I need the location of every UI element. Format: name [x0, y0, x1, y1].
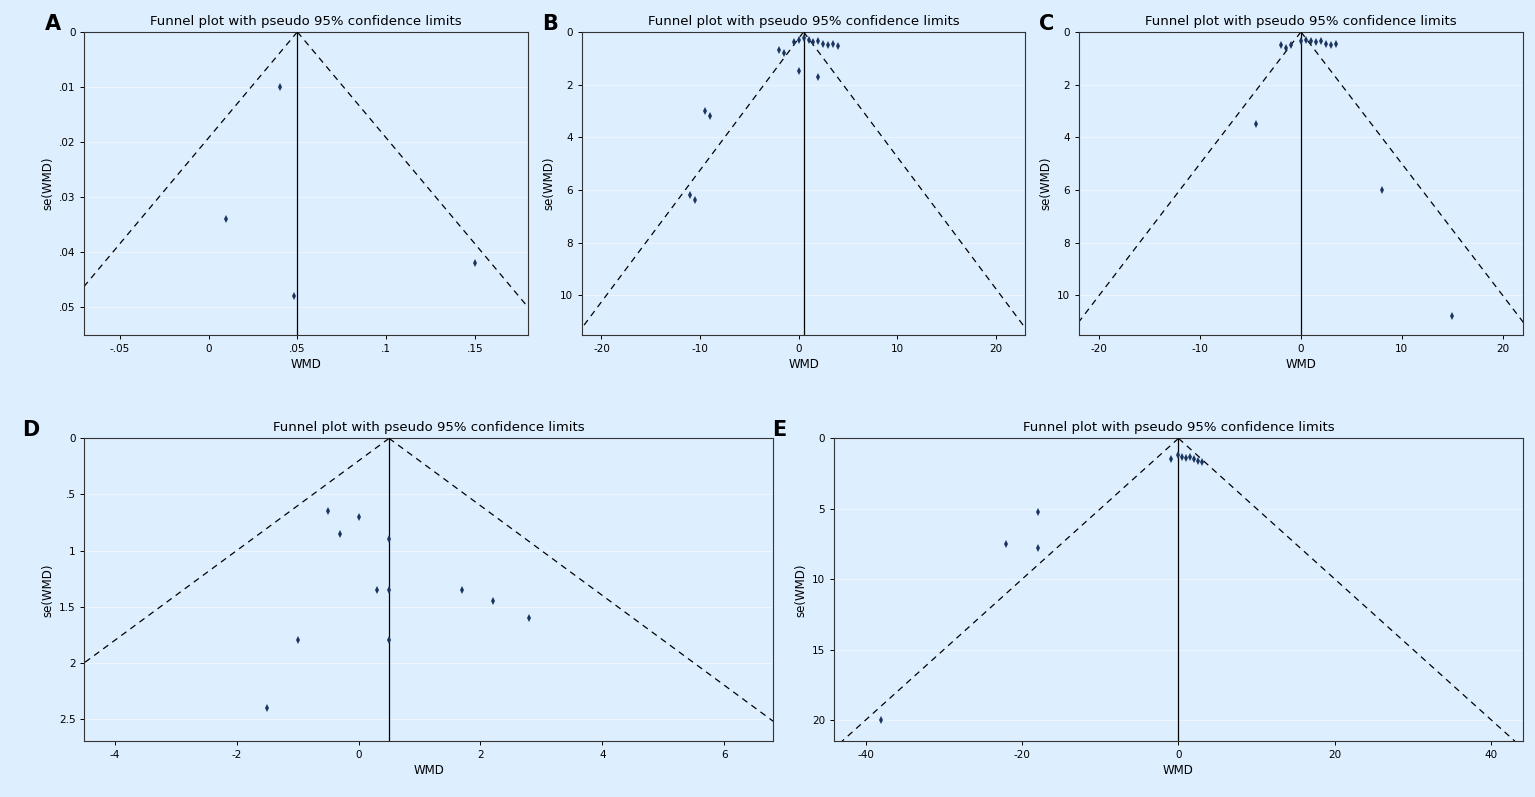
Y-axis label: se(WMD): se(WMD): [542, 156, 556, 210]
Text: D: D: [23, 420, 40, 440]
X-axis label: WMD: WMD: [290, 358, 322, 371]
Title: Funnel plot with pseudo 95% confidence limits: Funnel plot with pseudo 95% confidence l…: [1145, 15, 1457, 28]
Title: Funnel plot with pseudo 95% confidence limits: Funnel plot with pseudo 95% confidence l…: [648, 15, 959, 28]
Y-axis label: se(WMD): se(WMD): [795, 563, 807, 617]
Text: A: A: [45, 14, 60, 33]
Title: Funnel plot with pseudo 95% confidence limits: Funnel plot with pseudo 95% confidence l…: [273, 422, 585, 434]
Y-axis label: se(WMD): se(WMD): [1039, 156, 1053, 210]
X-axis label: WMD: WMD: [1285, 358, 1317, 371]
Title: Funnel plot with pseudo 95% confidence limits: Funnel plot with pseudo 95% confidence l…: [1022, 422, 1334, 434]
Text: E: E: [772, 420, 786, 440]
Text: C: C: [1039, 14, 1055, 33]
Y-axis label: se(WMD): se(WMD): [41, 156, 55, 210]
X-axis label: WMD: WMD: [413, 764, 444, 777]
Title: Funnel plot with pseudo 95% confidence limits: Funnel plot with pseudo 95% confidence l…: [150, 15, 462, 28]
Y-axis label: se(WMD): se(WMD): [41, 563, 55, 617]
Text: B: B: [542, 14, 557, 33]
X-axis label: WMD: WMD: [787, 358, 820, 371]
X-axis label: WMD: WMD: [1164, 764, 1194, 777]
